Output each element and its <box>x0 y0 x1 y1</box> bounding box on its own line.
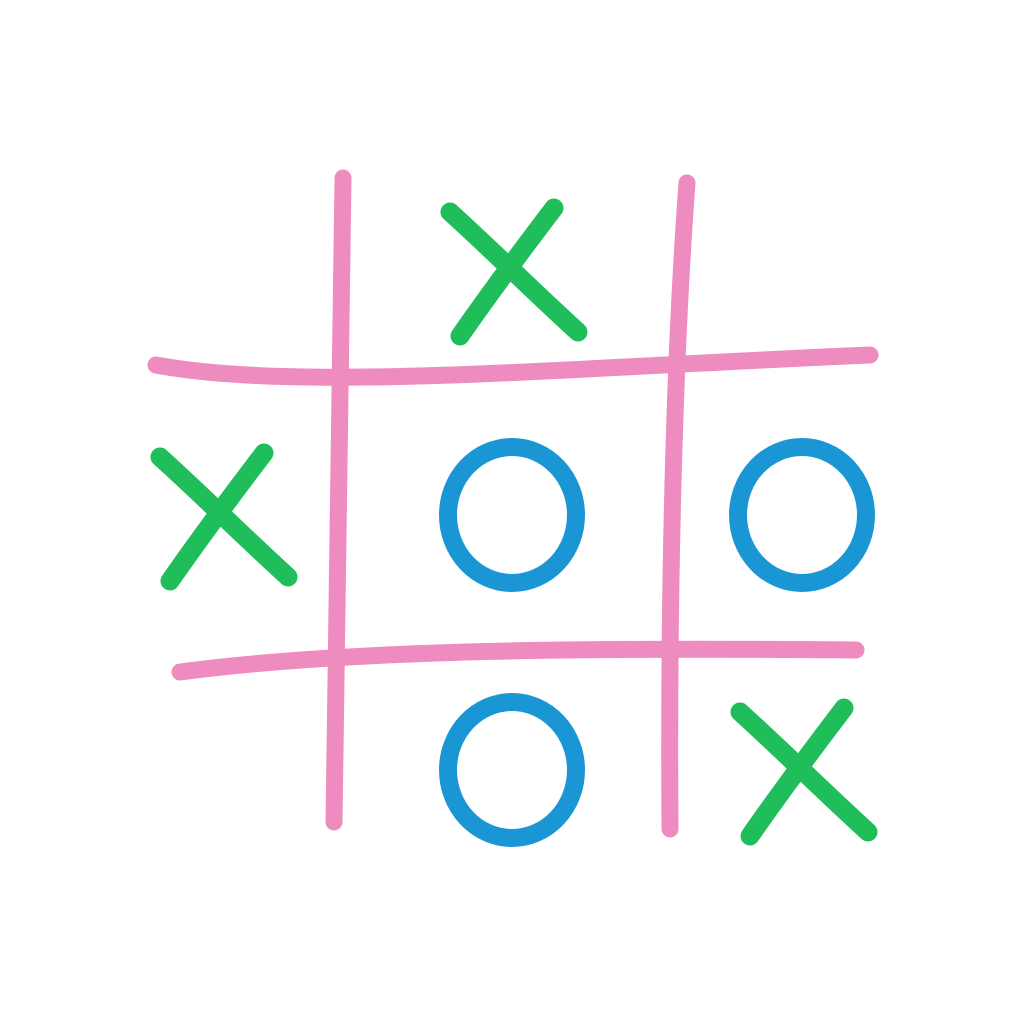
grid-line-vertical-right <box>661 174 696 838</box>
o-mark-icon <box>729 438 875 592</box>
o-mark-icon <box>439 693 585 847</box>
x-mark-icon <box>730 698 878 846</box>
o-mark-icon <box>439 438 585 592</box>
grid-line-vertical-left <box>325 169 352 831</box>
grid-line-horizontal-bottom <box>171 640 865 681</box>
grid-lines <box>147 169 879 838</box>
grid-line-horizontal-top <box>147 346 879 386</box>
x-mark-icon <box>150 443 298 591</box>
x-mark-icon <box>440 198 588 346</box>
